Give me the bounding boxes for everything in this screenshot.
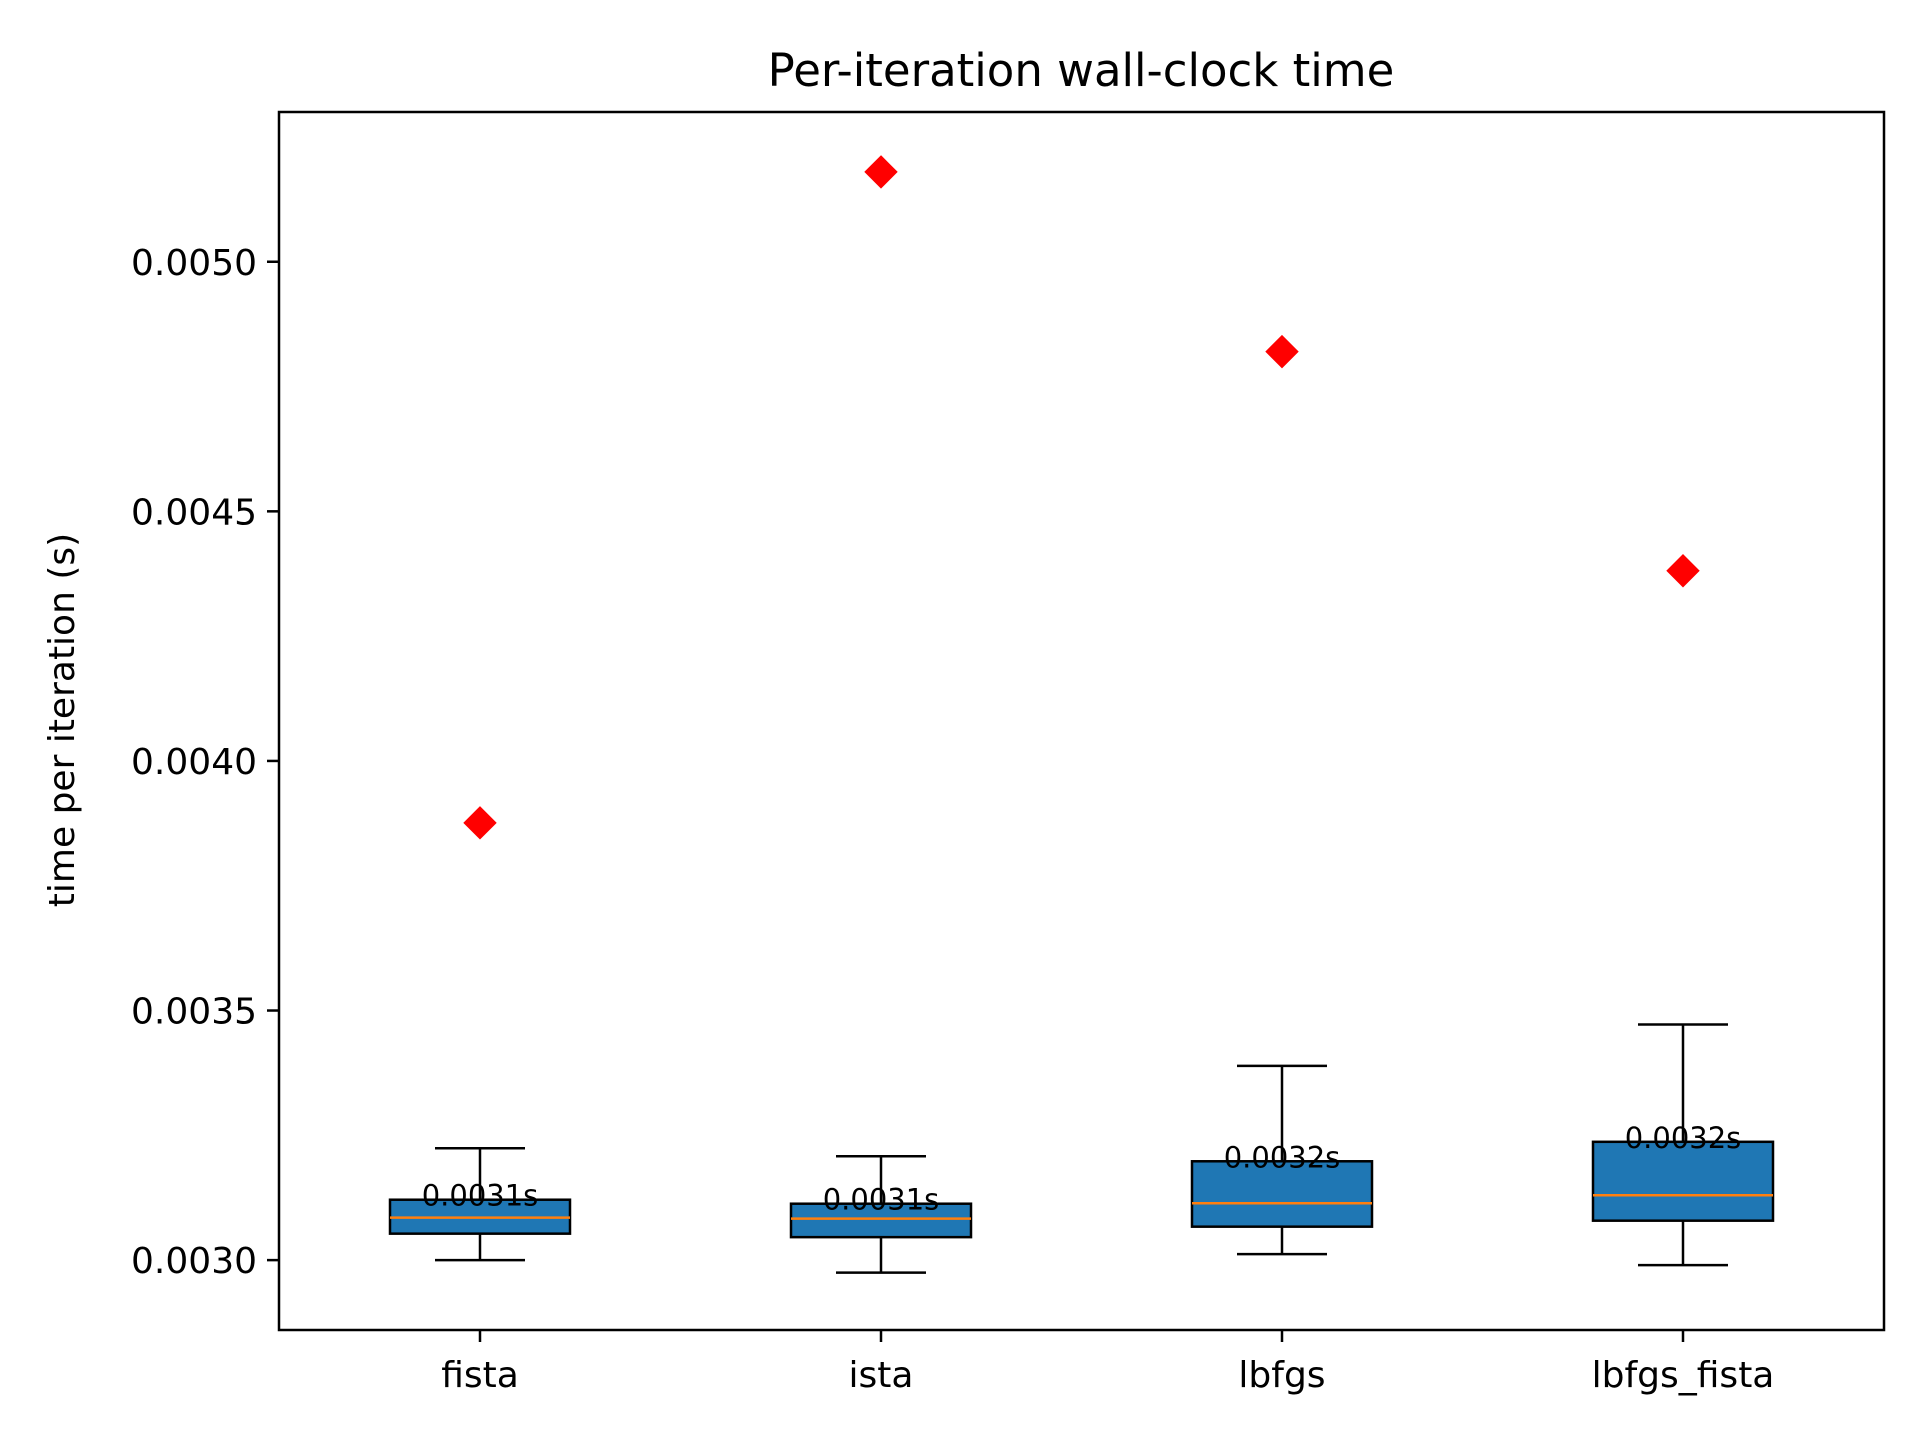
y-tick-label: 0.0045 xyxy=(131,492,257,533)
chart-title: Per-iteration wall-clock time xyxy=(768,44,1395,97)
outlier-marker xyxy=(463,806,497,840)
x-tick-label: lbfgs xyxy=(1238,1355,1325,1396)
x-tick-label: fista xyxy=(441,1355,519,1396)
box xyxy=(1190,1160,1374,1228)
outlier-marker xyxy=(1265,334,1299,369)
median-label: 0.0031s xyxy=(422,1179,539,1213)
outlier-marker xyxy=(1666,554,1700,588)
y-tick-label: 0.0040 xyxy=(131,742,257,783)
median-label: 0.0031s xyxy=(823,1183,940,1217)
box xyxy=(789,1202,973,1239)
median-label: 0.0032s xyxy=(1224,1140,1341,1174)
plot-area: 0.0030 0.0035 0.0040 0.0045 0.0050 fista ista l… xyxy=(131,155,1775,1396)
median-label: 0.0032s xyxy=(1625,1121,1742,1155)
box xyxy=(1591,1140,1775,1222)
y-tick-label: 0.0050 xyxy=(131,243,257,284)
plot-frame xyxy=(277,110,1886,1332)
y-tick-label: 0.0030 xyxy=(131,1241,257,1282)
x-tick-label: lbfgs_fista xyxy=(1592,1355,1775,1396)
y-tick-label: 0.0035 xyxy=(131,992,257,1033)
outlier-marker xyxy=(864,155,898,189)
y-axis-title: time per iteration (s) xyxy=(42,533,83,907)
x-tick-label: ista xyxy=(849,1355,914,1396)
